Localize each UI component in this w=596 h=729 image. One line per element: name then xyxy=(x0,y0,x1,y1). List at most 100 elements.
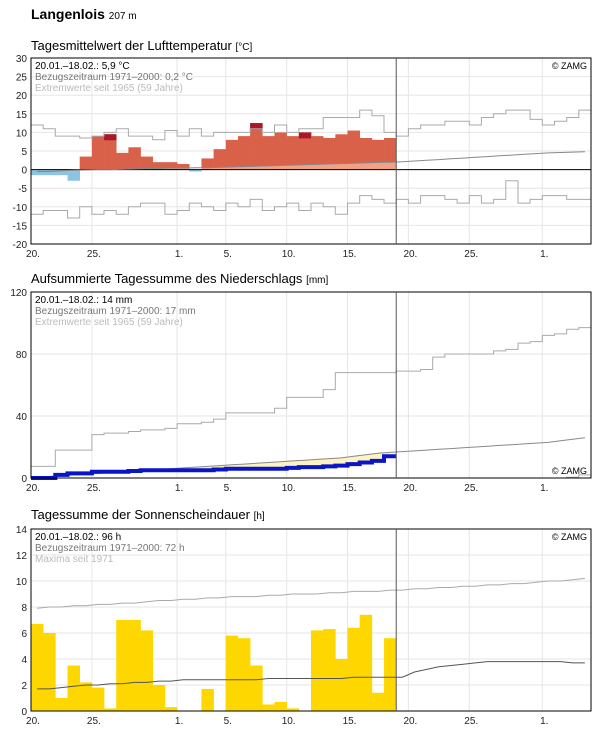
sun-bar xyxy=(250,665,263,711)
temp-bar-above xyxy=(237,136,251,167)
temp-bar-normal xyxy=(177,168,190,170)
temp-bar-above xyxy=(225,139,239,167)
sun-bar xyxy=(335,659,348,711)
temp-bar-normal xyxy=(371,162,385,170)
x-tick-label: 25. xyxy=(87,483,101,494)
sun-bar xyxy=(140,630,154,711)
y-tick-label: 12 xyxy=(16,551,28,562)
plot-frame xyxy=(30,291,592,479)
sun-bar xyxy=(67,665,80,711)
temp-bar-above xyxy=(286,136,300,166)
temp-bar-above xyxy=(323,137,336,165)
x-tick-label: 25. xyxy=(464,716,478,727)
sun-bar xyxy=(237,638,251,711)
x-tick-label: 1. xyxy=(540,249,548,260)
extreme-text: Extremwerte seit 1965 (59 Jahre) xyxy=(35,317,183,328)
extreme-max-line xyxy=(31,327,591,467)
temp-bar-normal xyxy=(262,165,275,170)
y-tick-label: 5 xyxy=(21,147,27,158)
sun-bar xyxy=(104,708,117,711)
stats-text: 20.01.–18.02.: 96 h xyxy=(35,532,121,543)
temp-bar-above xyxy=(152,162,166,169)
sun-bar xyxy=(311,630,324,711)
temperature-title-text: Tagesmittelwert der Lufttemperatur xyxy=(31,38,232,53)
sunshine-bars xyxy=(31,614,397,711)
extreme-max-line xyxy=(31,109,591,141)
sun-bar xyxy=(55,698,68,711)
y-tick-label: 4 xyxy=(21,655,27,666)
extreme-text: Maxima seit 1971 xyxy=(35,554,114,565)
x-tick-label: 25. xyxy=(464,483,478,494)
sun-bar xyxy=(225,635,239,711)
y-tick-label: -5 xyxy=(18,184,27,195)
extreme-text: Extremwerte seit 1965 (59 Jahre) xyxy=(35,83,183,94)
y-tick-label: 120 xyxy=(10,288,27,299)
station-altitude: 207 m xyxy=(108,11,137,22)
plot-frame xyxy=(30,57,592,245)
plot-frame xyxy=(30,528,592,712)
y-tick-label: 10 xyxy=(16,128,28,139)
x-tick-label: 20. xyxy=(403,716,417,727)
temp-bar-above xyxy=(250,123,263,167)
temp-bar-extreme xyxy=(250,123,263,130)
x-tick-label: 5. xyxy=(224,483,232,494)
sun-bar xyxy=(79,682,93,711)
temp-bar-above xyxy=(213,149,227,168)
sun-bar xyxy=(262,704,275,711)
temp-bar-above xyxy=(140,156,154,169)
temp-bar-normal xyxy=(250,166,263,170)
x-tick-label: 1. xyxy=(175,716,183,727)
sun-bar xyxy=(274,701,287,711)
temp-bar-normal xyxy=(359,162,373,170)
sunshine-title-text: Tagessumme der Sonnenscheindauer xyxy=(31,507,250,522)
x-tick-label: 20. xyxy=(26,483,40,494)
temp-bar-normal xyxy=(213,167,227,170)
y-tick-label: 15 xyxy=(16,110,28,121)
temp-bar-normal xyxy=(237,166,251,170)
x-tick-label: 20. xyxy=(26,716,40,727)
sun-bar xyxy=(347,627,360,711)
x-tick-label: 1. xyxy=(540,716,548,727)
y-tick-label: -15 xyxy=(13,221,28,232)
x-tick-label: 1. xyxy=(175,483,183,494)
y-tick-label: 8 xyxy=(21,603,27,614)
temp-bar-below xyxy=(67,169,80,181)
y-tick-label: 20 xyxy=(16,91,28,102)
temp-bar-normal xyxy=(323,164,336,170)
y-tick-label: -20 xyxy=(13,240,28,251)
x-tick-label: 5. xyxy=(224,716,232,727)
y-tick-label: 10 xyxy=(16,577,28,588)
x-tick-label: 15. xyxy=(343,483,357,494)
temp-bar-above xyxy=(262,136,275,166)
temp-bar-normal xyxy=(274,165,287,170)
x-tick-label: 20. xyxy=(403,249,417,260)
temp-bar-normal xyxy=(335,163,348,170)
reference-text: Bezugszeitraum 1971–2000: 0,2 °C xyxy=(35,72,193,83)
y-tick-label: 6 xyxy=(21,629,27,640)
reference-line xyxy=(37,661,585,690)
precipitation-chart-title: Aufsummierte Tagessumme des Niederschlag… xyxy=(31,271,328,286)
source-label: © ZAMG xyxy=(552,532,587,542)
reference-text: Bezugszeitraum 1971–2000: 17 mm xyxy=(35,306,196,317)
sun-bar xyxy=(43,633,56,711)
temp-bar-above xyxy=(128,147,141,169)
sun-bar xyxy=(323,629,336,711)
temp-bar-below xyxy=(55,169,68,176)
x-tick-label: 20. xyxy=(26,249,40,260)
sun-bar xyxy=(31,623,44,711)
y-tick-label: -10 xyxy=(13,203,28,214)
temp-bar-above xyxy=(347,130,360,164)
temp-bar-above xyxy=(104,134,117,170)
sun-bar xyxy=(152,685,166,711)
reference-text: Bezugszeitraum 1971–2000: 72 h xyxy=(35,543,185,554)
temp-bar-above xyxy=(116,152,129,170)
source-label: © ZAMG xyxy=(552,61,587,71)
x-tick-label: 10. xyxy=(282,249,296,260)
extreme-max-line xyxy=(37,577,585,609)
temp-bar-above xyxy=(359,137,373,163)
temp-bar-normal xyxy=(311,164,324,170)
